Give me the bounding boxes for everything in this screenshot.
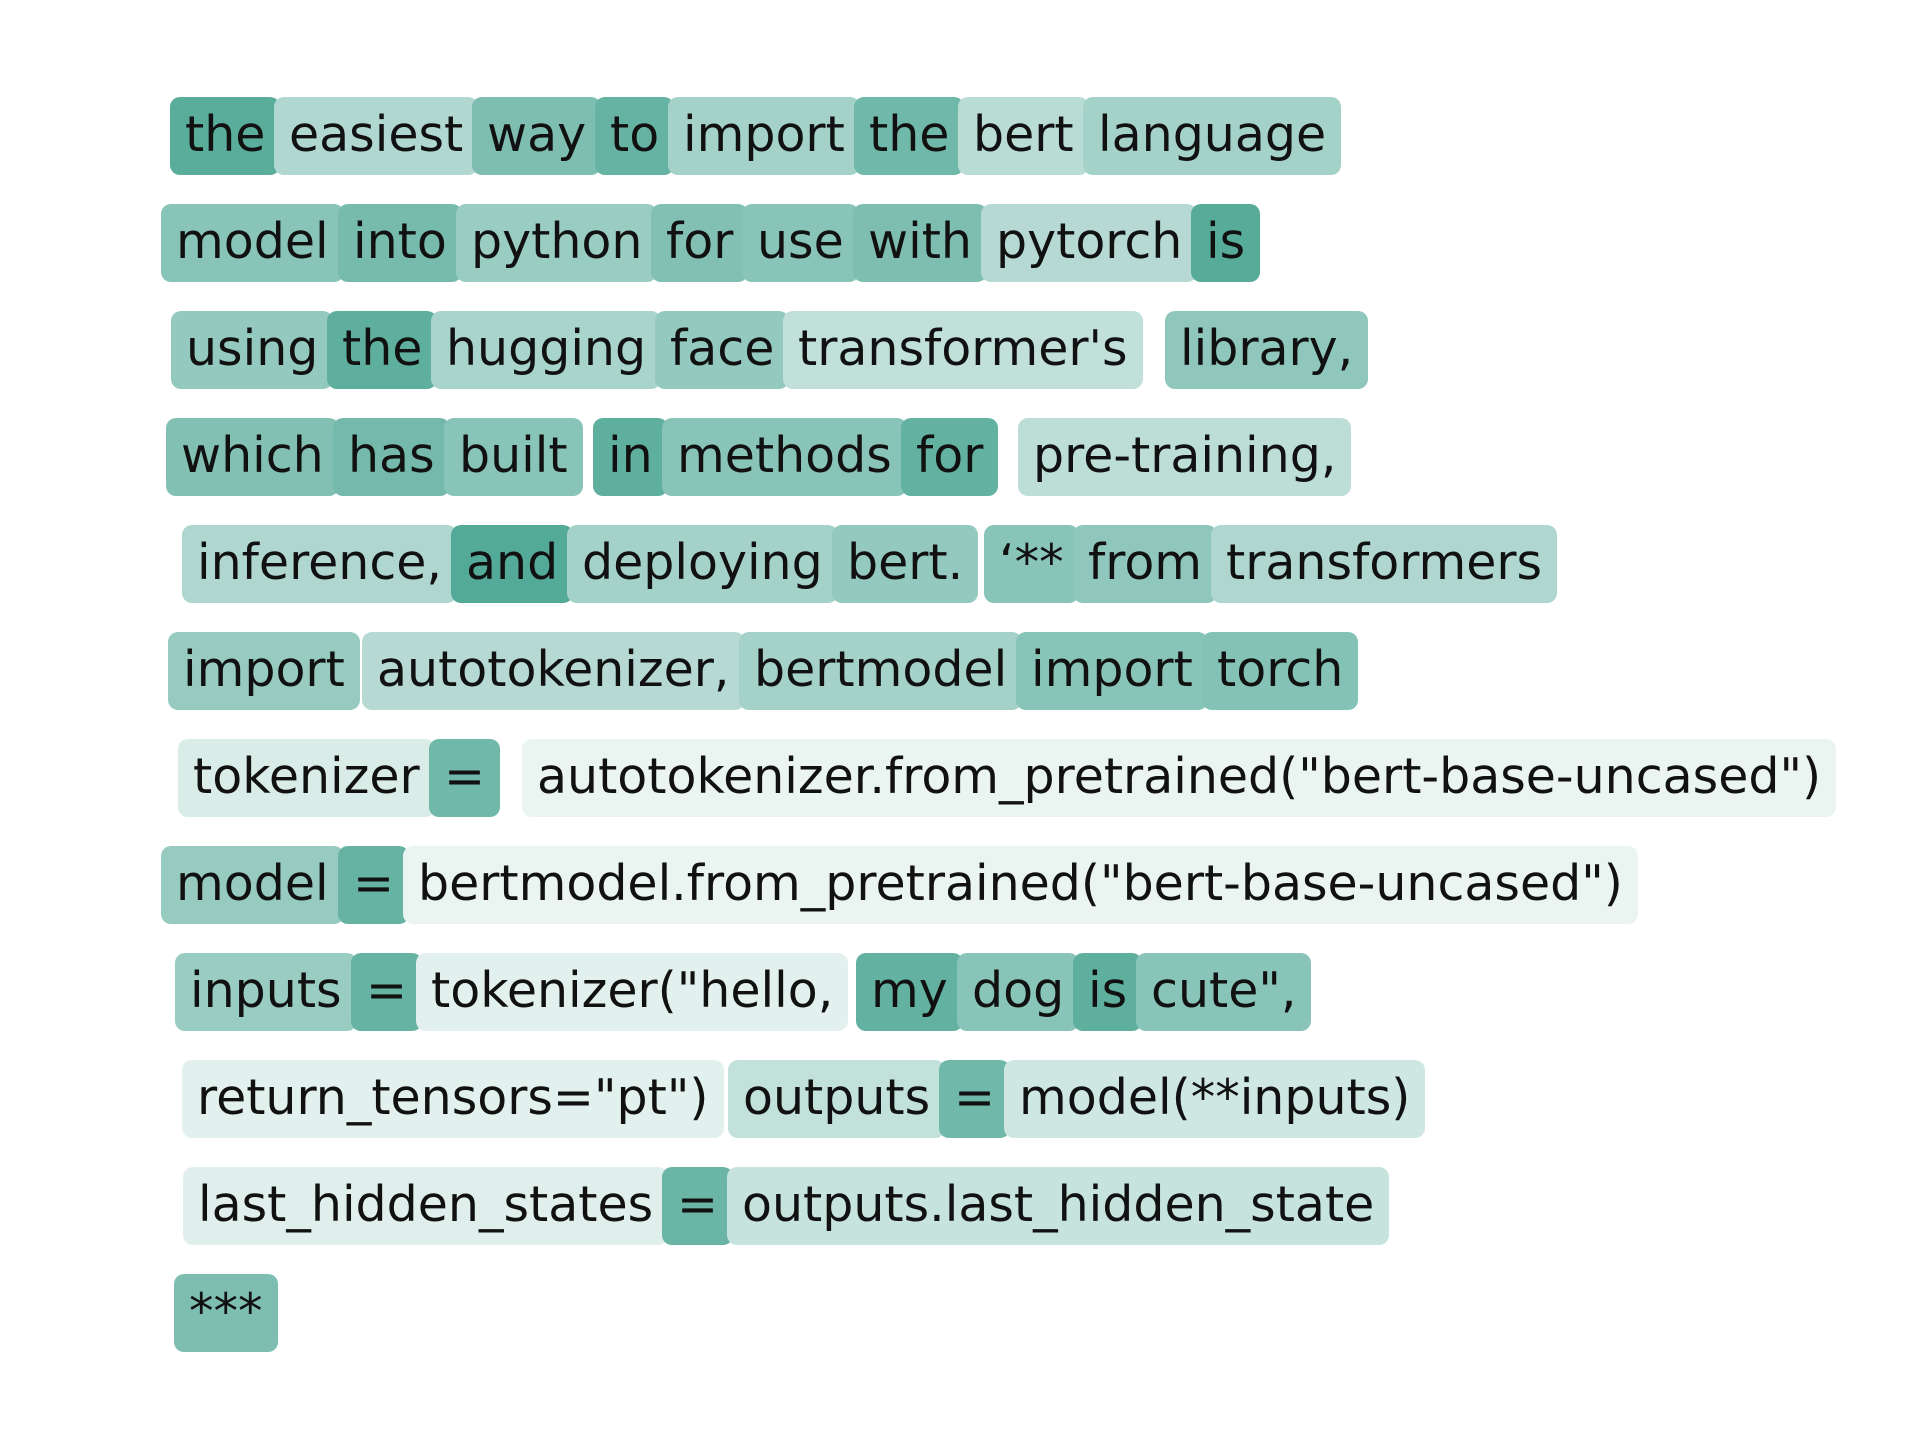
token-chip: tokenizer("hello, [416, 953, 848, 1031]
token-chip: from [1073, 525, 1217, 603]
token-chip: has [333, 418, 450, 496]
token-chip: hugging [431, 311, 661, 389]
token-chip: = [338, 846, 409, 924]
token-chip: deploying [567, 525, 838, 603]
token-chip: the [327, 311, 437, 389]
token-chip: is [1073, 953, 1142, 1031]
token-chip: face [655, 311, 789, 389]
token-chip: into [338, 204, 462, 282]
token-chip: import [1016, 632, 1208, 710]
token-chip: the [854, 97, 964, 175]
token-chip: = [351, 953, 422, 1031]
token-chip: inference, [182, 525, 457, 603]
token-chip: the [170, 97, 280, 175]
token-chip: model [161, 846, 344, 924]
token-chip: to [595, 97, 674, 175]
token-chip: model(**inputs) [1004, 1060, 1425, 1138]
token-chip: = [662, 1167, 733, 1245]
token-chip: transformer's [783, 311, 1143, 389]
token-chip: in [593, 418, 668, 496]
token-chip: for [651, 204, 748, 282]
token-chip: for [901, 418, 998, 496]
token-chip: return_tensors="pt") [182, 1060, 724, 1138]
token-chip: with [853, 204, 987, 282]
token-chip: methods [662, 418, 907, 496]
token-chip: using [171, 311, 333, 389]
token-chip: transformers [1211, 525, 1557, 603]
token-chip: library, [1165, 311, 1368, 389]
token-chip: = [939, 1060, 1010, 1138]
token-chip: torch [1202, 632, 1358, 710]
token-chip: built [444, 418, 583, 496]
token-chip: cute", [1136, 953, 1311, 1031]
token-chip: pytorch [981, 204, 1197, 282]
token-chip: bert [958, 97, 1089, 175]
token-chip: autotokenizer, [362, 632, 745, 710]
token-chip: = [429, 739, 500, 817]
token-chip: bertmodel.from_pretrained("bert-base-unc… [403, 846, 1638, 924]
token-chip: tokenizer [178, 739, 435, 817]
token-chip: inputs [175, 953, 357, 1031]
token-chip: dog [957, 953, 1079, 1031]
token-chip: import [668, 97, 860, 175]
token-chip: is [1191, 204, 1260, 282]
token-chip: ‘** [984, 525, 1079, 603]
token-chip: language [1083, 97, 1341, 175]
token-chip: *** [174, 1274, 278, 1352]
token-chip: autotokenizer.from_pretrained("bert-base… [522, 739, 1836, 817]
token-chip: pre-training, [1018, 418, 1351, 496]
token-chip: use [742, 204, 859, 282]
token-chip: bertmodel [739, 632, 1022, 710]
token-chip: outputs.last_hidden_state [727, 1167, 1389, 1245]
token-chip: python [456, 204, 657, 282]
token-chip: and [451, 525, 573, 603]
token-chip: bert. [832, 525, 978, 603]
token-chip: easiest [274, 97, 478, 175]
token-chip: model [161, 204, 344, 282]
token-chip: which [166, 418, 339, 496]
token-chip: my [856, 953, 963, 1031]
token-chip: outputs [728, 1060, 945, 1138]
token-chip: way [472, 97, 601, 175]
token-chip: import [168, 632, 360, 710]
token-chip: last_hidden_states [183, 1167, 668, 1245]
